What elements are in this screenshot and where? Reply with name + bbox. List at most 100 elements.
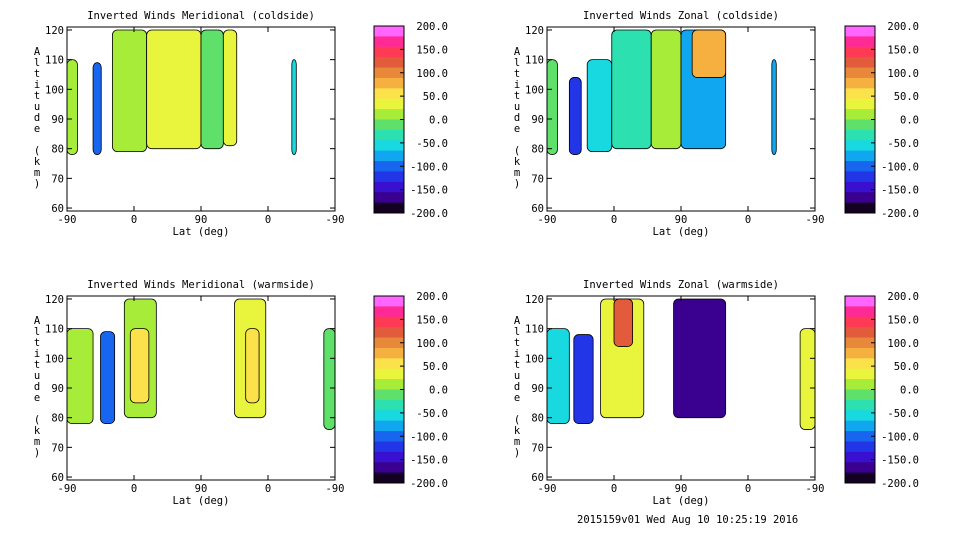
colorbar-tick-label: 0.0 [429, 385, 448, 397]
data-region-5 [200, 29, 224, 150]
colorbar-segment [845, 57, 875, 69]
y-axis-label-char: A [34, 46, 41, 58]
colorbar-tick-label: 150.0 [416, 314, 448, 326]
colorbar-segment [374, 98, 404, 110]
y-axis-label-char: A [34, 315, 41, 327]
y-tick-label: 110 [45, 324, 64, 336]
colorbar-tick-label: 0.0 [900, 115, 919, 127]
y-axis-label-char: k [514, 156, 521, 168]
colorbar-segment [845, 472, 875, 484]
colorbar-segment [845, 67, 875, 79]
footer-timestamp: 2015159v01 Wed Aug 10 10:25:19 2016 [577, 514, 799, 526]
colorbar-segment [374, 140, 404, 152]
data-region-1 [67, 59, 78, 156]
y-axis-label-char: i [514, 348, 520, 360]
y-axis-label-char: l [34, 57, 40, 69]
colorbar-segment [374, 109, 404, 120]
y-axis-label-char: A [514, 315, 521, 327]
data-region-2 [573, 334, 594, 425]
colorbar-segment [374, 316, 404, 328]
colorbar-segment [845, 431, 875, 442]
colorbar-segment [845, 399, 875, 411]
y-tick-label: 90 [51, 383, 64, 395]
data-region-6 [245, 328, 260, 404]
colorbar-segment [374, 358, 404, 370]
colorbar-tick-label: 200.0 [887, 291, 919, 303]
colorbar-tick-label: 100.0 [416, 338, 448, 350]
chart-panel-3: Inverted Winds Meridional (warmside) -90 0… [34, 279, 448, 507]
colorbar-segment [374, 67, 404, 79]
x-tick-label: -90 [326, 483, 345, 495]
colorbar-segment [374, 472, 404, 484]
y-tick-label: 100 [45, 353, 64, 365]
colorbar-segment [374, 36, 404, 48]
colorbar-segment [374, 389, 404, 401]
y-axis-label-char: m [514, 436, 520, 448]
colorbar-tick-label: 200.0 [887, 21, 919, 33]
colorbar-segment [374, 129, 404, 141]
y-axis-label-char: m [514, 167, 520, 179]
colorbar-segment [845, 77, 875, 89]
y-axis-label-char: e [514, 123, 520, 135]
y-axis-label-char: e [514, 392, 520, 404]
y-axis-label-char: t [514, 68, 520, 80]
y-tick-label: 70 [51, 442, 64, 454]
colorbar-segment [845, 347, 875, 359]
colorbar-tick-label: -50.0 [416, 408, 448, 420]
colorbar-tick-label: 100.0 [416, 68, 448, 80]
y-tick-label: 120 [45, 25, 64, 37]
colorbar-tick-label: -100.0 [881, 431, 919, 443]
colorbar-tick-label: 150.0 [887, 314, 919, 326]
colorbar-segment [374, 119, 404, 131]
x-tick-label: 0 [265, 214, 271, 226]
colorbar-segment [845, 88, 875, 100]
x-tick-label: 0 [745, 483, 751, 495]
colorbar-tick-label: -150.0 [410, 455, 448, 467]
y-axis-label-char: t [34, 337, 40, 349]
y-axis-label-char: i [34, 79, 40, 91]
data-region-2 [100, 331, 116, 425]
y-tick-label: 100 [525, 353, 544, 365]
colorbar-tick-label: -50.0 [887, 138, 919, 150]
colorbar-tick-label: -100.0 [410, 161, 448, 173]
colorbar-tick-label: 50.0 [894, 361, 919, 373]
x-axis-label: Lat (deg) [653, 226, 710, 238]
colorbar-segment [374, 161, 404, 172]
y-axis-label-char: t [34, 359, 40, 371]
colorbar-segment [374, 462, 404, 474]
colorbar-tick-label: -100.0 [881, 161, 919, 173]
colorbar-segment [845, 368, 875, 380]
x-tick-label: 90 [675, 483, 688, 495]
x-tick-label: 0 [265, 483, 271, 495]
data-region-2 [92, 62, 102, 156]
colorbar-segment [845, 181, 875, 193]
colorbar-segment [845, 358, 875, 370]
y-tick-label: 90 [51, 114, 64, 126]
x-tick-label: -90 [58, 214, 77, 226]
y-tick-label: 60 [531, 472, 544, 484]
colorbar-segment [374, 327, 404, 339]
data-region-3 [112, 29, 148, 153]
colorbar-segment [374, 202, 404, 214]
y-axis-label-char: ) [34, 447, 40, 459]
y-tick-label: 120 [45, 294, 64, 306]
colorbar-segment [845, 46, 875, 58]
y-axis-label-char: k [514, 425, 521, 437]
colorbar-tick-label: -100.0 [410, 431, 448, 443]
y-tick-label: 110 [525, 324, 544, 336]
y-axis-label-char: ) [514, 178, 520, 190]
colorbar-segment [845, 379, 875, 390]
y-axis-label-char: e [34, 392, 40, 404]
colorbar-segment [374, 337, 404, 349]
y-axis-label-char: d [34, 381, 40, 393]
y-axis-label-char: ( [514, 145, 520, 157]
x-tick-label: 0 [611, 214, 617, 226]
x-tick-label: 0 [611, 483, 617, 495]
colorbar: 200.0 150.0 100.0 50.0 0.0 -50.0 -100.0 -150.0 -… [844, 291, 919, 490]
y-tick-label: 90 [531, 383, 544, 395]
y-tick-label: 60 [51, 203, 64, 215]
plot-regions [547, 298, 815, 430]
y-axis-label-char: u [514, 101, 520, 113]
